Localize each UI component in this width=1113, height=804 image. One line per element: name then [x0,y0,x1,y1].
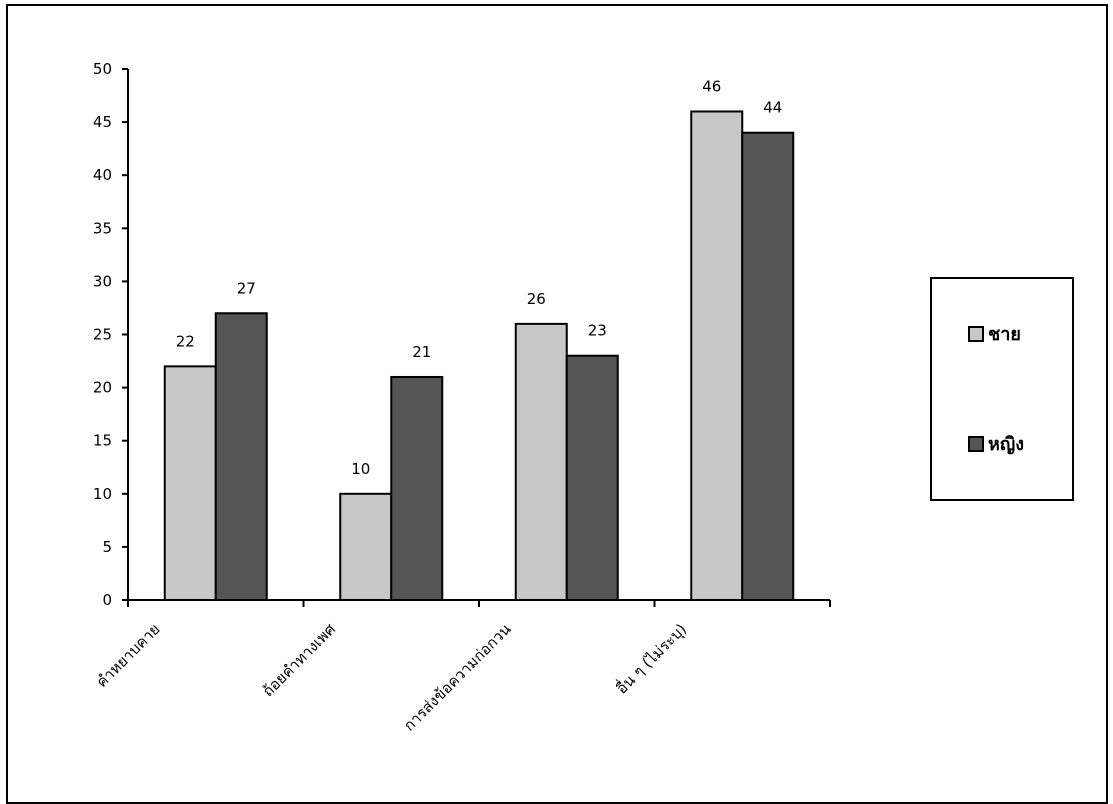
bar-female-0 [214,312,268,601]
x-tick-label-1: ถ้อยคำทางเพศ [259,620,340,701]
legend: ชาย หญิง [930,277,1074,501]
y-tick-label-5: 5 [102,538,112,556]
legend-label-male: ชาย [988,324,1021,345]
y-tick-label-40: 40 [93,166,112,184]
y-tick-label-35: 35 [93,219,112,237]
x-tick-label-3: อื่น ๆ (ไม่ระบุ) [611,619,691,699]
data-label-female-3: 44 [763,99,782,117]
data-label-male-1: 10 [351,460,370,478]
legend-swatch-male [968,325,984,342]
data-label-female-1: 21 [412,343,431,361]
y-tick-label-30: 30 [93,272,112,290]
bar-male-1 [339,492,393,601]
y-tick-label-0: 0 [102,591,112,609]
data-label-male-3: 46 [702,77,721,95]
bar-male-2 [514,322,568,601]
y-tick-label-45: 45 [93,113,112,131]
y-tick-label-10: 10 [93,485,112,503]
bar-female-3 [741,131,795,601]
legend-label-female: หญิง [988,434,1024,455]
x-tick-label-2: การส่งข้อความก่อกวน [400,620,514,734]
y-tick-label-20: 20 [93,379,112,397]
legend-item-male: ชาย [968,319,1021,348]
legend-item-female: หญิง [968,429,1024,458]
legend-swatch-female [968,435,984,452]
data-label-male-2: 26 [527,290,546,308]
bar-male-3 [690,110,744,601]
y-tick-label-15: 15 [93,432,112,450]
data-label-female-0: 27 [237,279,256,297]
x-tick-label-0: คำหยาบคาย [93,620,164,691]
bar-female-1 [390,375,444,602]
y-tick-label-50: 50 [93,60,112,78]
data-label-male-0: 22 [176,332,195,350]
bar-female-2 [565,354,619,601]
bar-male-0 [163,365,217,601]
data-label-female-2: 23 [588,322,607,340]
y-tick-label-25: 25 [93,326,112,344]
